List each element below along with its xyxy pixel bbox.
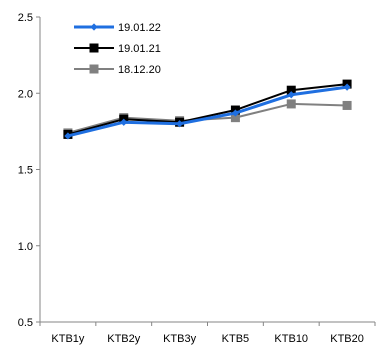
- data-point: [64, 132, 72, 140]
- legend-item: 18.12.20: [74, 64, 161, 76]
- data-point: [287, 91, 295, 99]
- legend-label: 19.01.21: [118, 43, 161, 55]
- legend-item: 19.01.21: [74, 43, 161, 55]
- data-point: [286, 85, 296, 95]
- x-tick-label: KTB10: [274, 333, 308, 345]
- x-tick-label: KTB2y: [107, 333, 141, 345]
- legend-item: 19.01.22: [74, 22, 161, 34]
- y-tick-label: 2.5: [18, 12, 33, 24]
- y-tick-label: 1.5: [18, 165, 33, 177]
- series-layer: [63, 79, 352, 140]
- data-point: [230, 113, 240, 123]
- legend: 19.01.22 19.01.21 18.12.20: [74, 22, 161, 76]
- x-tick-label: KTB5: [222, 333, 250, 345]
- series-line: [67, 83, 348, 136]
- series-line: [67, 85, 348, 138]
- legend-label: 18.12.20: [118, 64, 161, 76]
- legend-label: 19.01.22: [118, 22, 161, 34]
- data-point: [286, 99, 296, 109]
- legend-marker: [89, 64, 99, 74]
- legend-marker: [89, 43, 99, 53]
- axes: 0.5 1.0 1.5 2.0 2.5 KTB1y KTB2y KTB3y KTB5 KTB10 K…: [18, 12, 376, 345]
- data-point: [231, 109, 240, 117]
- data-point: [342, 100, 352, 110]
- x-tick-label: KTB20: [330, 333, 364, 345]
- x-tick-label: KTB1y: [51, 333, 85, 345]
- y-tick-label: 2.0: [18, 88, 33, 100]
- data-point: [120, 118, 128, 126]
- data-point: [343, 83, 351, 91]
- y-tick-label: 1.0: [18, 241, 33, 253]
- x-tick-label: KTB3y: [163, 333, 197, 345]
- series-19.01.21: [63, 79, 352, 139]
- data-point: [175, 120, 184, 128]
- series-19.01.22: [64, 83, 351, 140]
- y-tick-label: 0.5: [18, 317, 33, 329]
- legend-marker: [90, 23, 98, 31]
